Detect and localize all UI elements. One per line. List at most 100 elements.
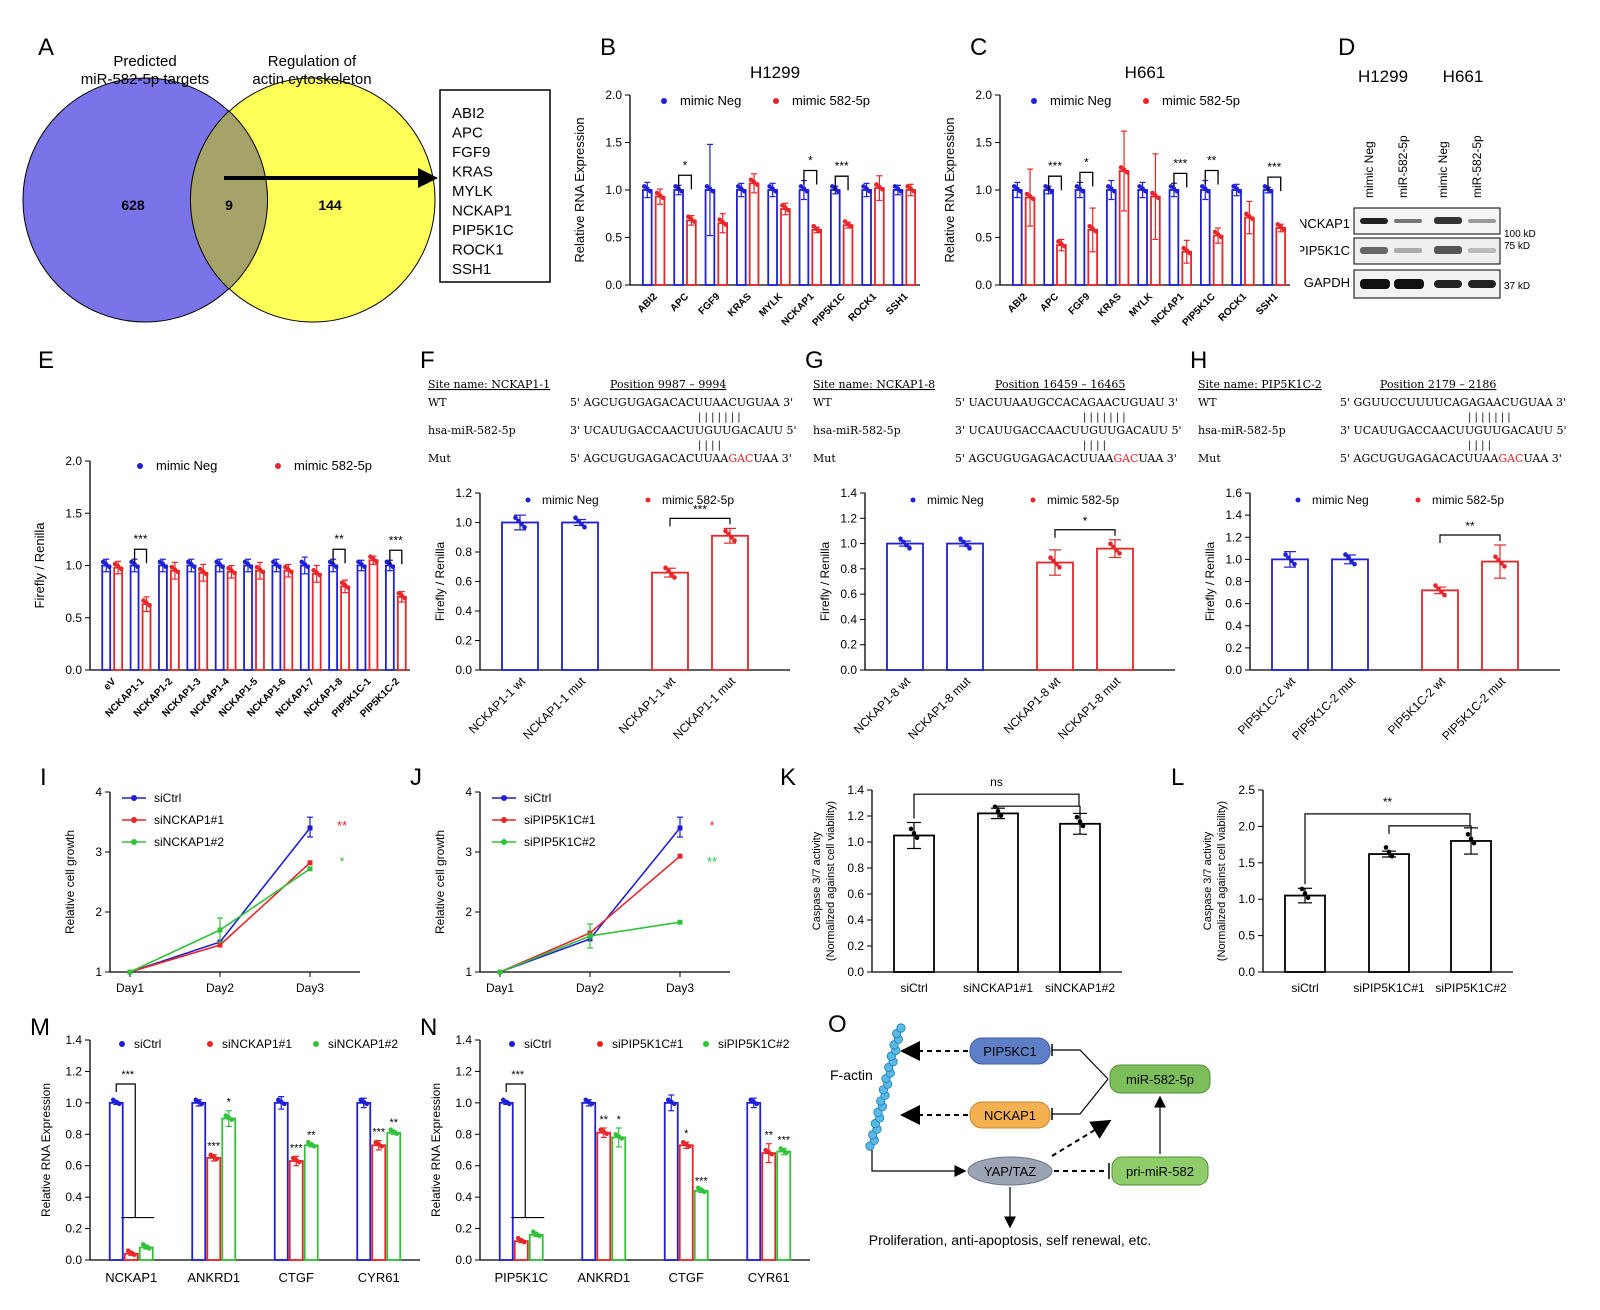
bar — [141, 603, 152, 671]
data-point — [732, 538, 737, 543]
f-actin-filament — [865, 1023, 906, 1151]
y-tick-label: 0.6 — [847, 887, 864, 901]
data-point — [1346, 555, 1351, 561]
y-tick-label: 1.0 — [847, 835, 864, 849]
bar — [198, 571, 209, 671]
significance-bracket — [115, 1083, 136, 1218]
chart-f: F Site name: NCKAP1-1 Position 9987 – 9994… — [420, 347, 797, 742]
data-point — [679, 188, 684, 194]
data-point — [1156, 195, 1161, 201]
mut-sequence-part: UAA 3' — [1138, 452, 1176, 465]
bar — [686, 219, 697, 286]
bar — [501, 521, 539, 671]
y-axis-label: Firefly / Renilla — [433, 542, 447, 622]
legend-label: mimic Neg — [1312, 493, 1369, 507]
x-tick-label: NCKAP1-8 mut — [1055, 674, 1123, 742]
data-point — [729, 535, 734, 540]
x-tick-label: CTGF — [669, 1270, 704, 1285]
data-point — [911, 188, 917, 194]
y-tick-label: 4 — [95, 785, 102, 799]
data-point — [513, 515, 518, 520]
wt-sequence: 5' GGUUCCUUUUCAGAGAACUGUAA 3' — [1340, 396, 1566, 409]
y-tick-label: 0.0 — [1225, 663, 1242, 677]
legend-marker — [501, 839, 507, 845]
significance-label: ns — [990, 775, 1003, 789]
data-point — [1468, 836, 1474, 842]
significance-label: * — [1083, 514, 1088, 528]
bar — [776, 1150, 792, 1261]
data-point — [175, 569, 181, 575]
x-tick-label: NCKAP1-1 mut — [520, 674, 588, 742]
data-point — [1268, 188, 1274, 194]
inhibit-mir-pip — [1052, 1049, 1109, 1080]
x-tick-label: SSH1 — [1254, 291, 1281, 318]
bar — [905, 189, 917, 286]
y-tick-label: 0.5 — [65, 611, 82, 625]
data-point — [1436, 586, 1441, 592]
data-point — [1093, 228, 1099, 234]
panel-letter-a: A — [38, 34, 54, 61]
legend-label: mimic Neg — [156, 458, 217, 473]
y-tick-label: 1.2 — [840, 511, 857, 525]
x-tick-label: Day2 — [206, 981, 234, 995]
wb-marker-75: 75 kD — [1504, 241, 1530, 252]
significance-label: ** — [389, 1117, 398, 1129]
panel-letter: F — [420, 347, 435, 374]
wb-lane-3: mimic Neg — [1436, 141, 1450, 198]
data-point — [576, 518, 581, 524]
wb-cell-line-h661: H661 — [1443, 67, 1484, 86]
significance-bracket — [133, 548, 148, 564]
x-tick-label: Day1 — [116, 981, 144, 995]
gene-list-item: ABI2 — [452, 105, 485, 122]
y-axis-label: Relative RNA Expression — [429, 1083, 443, 1217]
y-tick-label: 1.2 — [455, 1064, 472, 1078]
x-tick-label: ROCK1 — [1217, 291, 1250, 324]
data-point — [1054, 561, 1059, 567]
data-point — [710, 188, 716, 194]
bar — [581, 1101, 597, 1261]
data-point — [317, 572, 322, 578]
y-tick-label: 0.4 — [840, 612, 857, 626]
y-tick-label: 1.2 — [1225, 530, 1242, 544]
legend-marker — [1295, 497, 1301, 503]
panel-letter: N — [420, 1014, 437, 1041]
y-tick-label: 1.5 — [1238, 856, 1255, 870]
y-tick-label: 0.4 — [847, 913, 864, 927]
significance-label: ** — [707, 854, 717, 869]
data-point — [311, 1143, 317, 1149]
significance-bracket — [332, 548, 346, 564]
wb-band — [1394, 279, 1424, 289]
panel-letter-d: D — [1338, 34, 1355, 61]
data-point — [604, 1131, 610, 1137]
panel-letter: J — [410, 764, 422, 791]
significance-label: *** — [121, 1069, 135, 1081]
data-point — [1051, 558, 1056, 564]
bar — [1105, 189, 1117, 286]
y-tick-label: 0.2 — [455, 1222, 472, 1236]
x-tick-label: NCKAP1-8 wt — [1001, 674, 1064, 737]
data-point — [390, 564, 396, 569]
bar — [371, 1144, 387, 1261]
y-tick-label: 0.8 — [65, 1127, 82, 1141]
y-tick-label: 1.4 — [847, 783, 864, 797]
significance-label: * — [808, 154, 813, 168]
y-tick-label: 0.2 — [455, 634, 472, 648]
y-tick-label: 1.4 — [65, 1033, 82, 1047]
y-tick-label: 0.6 — [455, 1159, 472, 1173]
x-tick-label: FGF9 — [1067, 291, 1093, 317]
y-tick-label: 1.0 — [455, 1096, 472, 1110]
data-point — [1496, 557, 1501, 563]
data-point — [402, 595, 408, 601]
x-tick-label: siCtrl — [1291, 981, 1318, 995]
bar — [1421, 589, 1459, 671]
x-tick-label: ANKRD1 — [187, 1270, 240, 1285]
data-point — [804, 188, 810, 194]
bar — [977, 812, 1019, 973]
legend-marker — [137, 463, 143, 469]
significance-bracket — [803, 169, 818, 185]
y-tick-label: 0.0 — [847, 965, 864, 979]
data-point — [1439, 589, 1444, 595]
legend-label: siPIP5K1C#2 — [524, 835, 596, 849]
panel-a: A Predicted miR-582-5p targets Regulatio… — [0, 0, 560, 330]
bar — [226, 570, 237, 671]
